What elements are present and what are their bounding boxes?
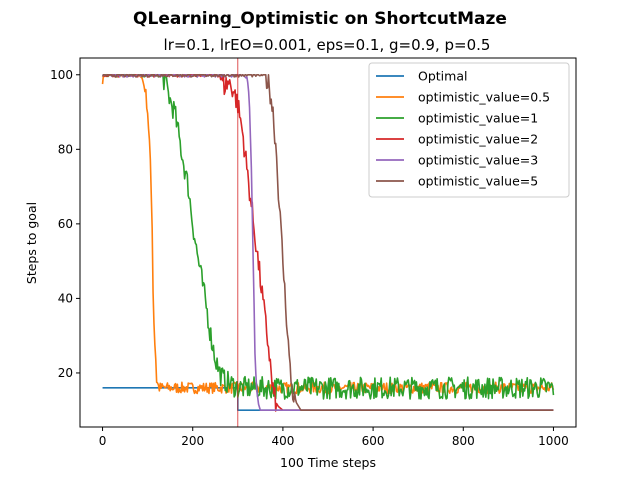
legend: Optimal optimistic_value=0.5 optimistic_va… — [368, 62, 570, 198]
y-tick-label: 20 — [58, 366, 73, 380]
x-tick-label: 800 — [452, 434, 475, 448]
series-line-2 — [102, 73, 555, 400]
legend-box — [368, 62, 570, 198]
x-tick-label: 600 — [362, 434, 385, 448]
x-tick-label: 400 — [271, 434, 294, 448]
legend-label: optimistic_value=2 — [418, 132, 538, 147]
legend-label: optimistic_value=5 — [418, 174, 538, 189]
x-tick-label: 1000 — [538, 434, 569, 448]
series-line-5 — [101, 73, 554, 412]
y-axis-label: Steps to goal — [24, 202, 39, 284]
legend-label: optimistic_value=1 — [418, 111, 538, 126]
x-tick-label: 200 — [181, 434, 204, 448]
chart-title: QLearning_Optimistic on ShortcutMaze — [133, 9, 507, 29]
y-tick-label: 40 — [58, 291, 73, 305]
legend-label: optimistic_value=0.5 — [418, 90, 550, 105]
legend-label: Optimal — [418, 69, 467, 84]
plot-frame — [79, 57, 577, 428]
y-tick-label: 100 — [50, 68, 73, 82]
x-axis-label: 100 Time steps — [280, 455, 376, 470]
chart-subtitle: lr=0.1, lrEO=0.001, eps=0.1, g=0.9, p=0.… — [164, 36, 491, 54]
y-tick-label: 80 — [58, 142, 73, 156]
x-tick-label: 0 — [99, 434, 107, 448]
legend-label: optimistic_value=3 — [418, 153, 538, 168]
y-tick-label: 60 — [58, 217, 73, 231]
